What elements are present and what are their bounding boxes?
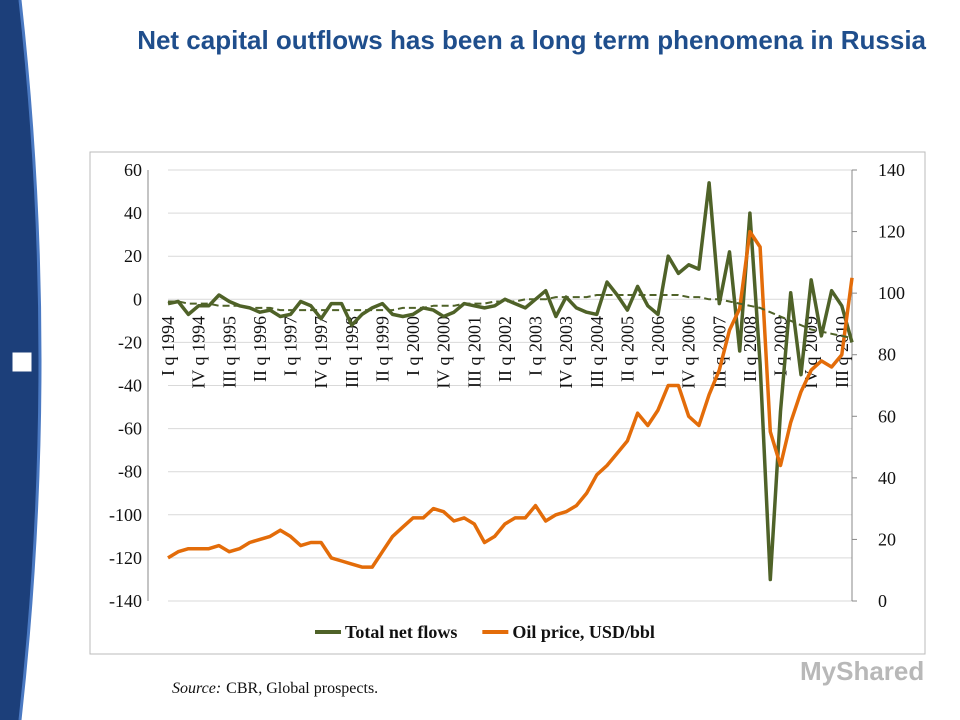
- y2-tick-label: 0: [878, 591, 887, 611]
- x-tick-label: III q 1995: [219, 316, 239, 388]
- x-tick-label: I q 2000: [403, 316, 423, 376]
- legend-label: Total net flows: [345, 622, 457, 642]
- x-tick-label: IV q 2003: [556, 316, 576, 389]
- y-tick-label: -20: [118, 332, 142, 352]
- y-tick-label: 40: [124, 203, 142, 223]
- x-tick-label: II q 2008: [740, 316, 760, 382]
- y-tick-label: -140: [109, 591, 142, 611]
- y-tick-label: -40: [118, 376, 142, 396]
- x-tick-label: IV q 2006: [679, 316, 699, 389]
- x-tick-label: III q 2004: [587, 316, 607, 388]
- x-tick-label: III q 2007: [709, 316, 729, 388]
- y-tick-label: 0: [133, 289, 142, 309]
- series-line: [167, 229, 854, 569]
- y-tick-label: -120: [109, 548, 142, 568]
- logo: [11, 351, 33, 373]
- y2-tick-label: 140: [878, 160, 905, 180]
- x-tick-label: II q 2005: [617, 316, 637, 382]
- x-tick-label: I q 1994: [158, 316, 178, 376]
- y2-tick-label: 100: [878, 283, 905, 303]
- y-tick-label: -100: [109, 505, 142, 525]
- y2-tick-label: 40: [878, 468, 896, 488]
- x-tick-label: IV q 2000: [434, 316, 454, 389]
- source: Source: CBR, Global prospects.: [172, 680, 378, 698]
- x-tick-label: II q 1999: [372, 316, 392, 382]
- x-tick-label: IV q 1994: [189, 316, 209, 389]
- side-band-edge: [18, 0, 42, 720]
- y-tick-label: 20: [124, 246, 142, 266]
- y-tick-label: 60: [124, 160, 142, 180]
- y2-tick-label: 20: [878, 529, 896, 549]
- y-tick-label: -60: [118, 419, 142, 439]
- x-tick-label: III q 1998: [342, 316, 362, 388]
- y2-tick-label: 60: [878, 406, 896, 426]
- chart-frame: [89, 151, 926, 655]
- source-label: Source:: [172, 680, 222, 697]
- x-tick-label: I q 1997: [281, 316, 301, 376]
- y-tick-label: -80: [118, 462, 142, 482]
- x-tick-label: II q 2002: [495, 316, 515, 382]
- y2-tick-label: 80: [878, 345, 896, 365]
- x-tick-label: I q 2006: [648, 316, 668, 376]
- x-tick-label: III q 2001: [464, 316, 484, 388]
- x-tick-label: II q 1996: [250, 316, 270, 382]
- source-text: CBR, Global prospects.: [226, 680, 379, 697]
- chart-title: Net capital outflows has been a long ter…: [137, 25, 926, 55]
- legend-label: Oil price, USD/bbl: [512, 622, 655, 642]
- y2-tick-label: 120: [878, 222, 905, 242]
- x-tick-label: IV q 1997: [311, 316, 331, 389]
- x-tick-label: I q 2003: [526, 316, 546, 376]
- brand: MyShared: [800, 656, 925, 686]
- trend-line: [168, 294, 853, 340]
